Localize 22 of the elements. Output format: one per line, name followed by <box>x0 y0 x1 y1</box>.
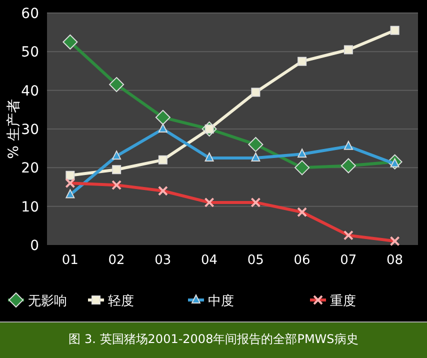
x-tick-label: 06 <box>294 253 310 268</box>
y-tick-label: 40 <box>21 83 39 100</box>
x-tick-label: 07 <box>340 253 357 268</box>
legend-label: 重度 <box>330 293 356 309</box>
caption: 图 3. 英国猪场2001-2008年间报告的全部PMWS病史 <box>68 332 358 346</box>
legend-label: 中度 <box>208 293 234 309</box>
legend-label: 无影响 <box>28 294 67 309</box>
y-tick-label: 50 <box>21 44 39 61</box>
x-tick-label: 02 <box>108 253 125 268</box>
x-tick-label: 08 <box>386 253 404 268</box>
y-tick-label: 60 <box>21 6 39 22</box>
legend-label: 轻度 <box>108 293 134 309</box>
y-axis-title: % 生产者 <box>6 99 22 159</box>
y-tick-label: 30 <box>21 122 39 138</box>
x-tick-label: 01 <box>62 253 78 268</box>
caption-band: 图 3. 英国猪场2001-2008年间报告的全部PMWS病史 <box>0 322 427 358</box>
y-tick-label: 20 <box>21 160 39 177</box>
y-tick-label: 10 <box>21 199 39 216</box>
y-tick-label: 0 <box>30 238 39 254</box>
x-tick-label: 03 <box>154 253 172 268</box>
x-tick-label: 05 <box>247 253 264 268</box>
x-tick-label: 04 <box>201 253 218 268</box>
